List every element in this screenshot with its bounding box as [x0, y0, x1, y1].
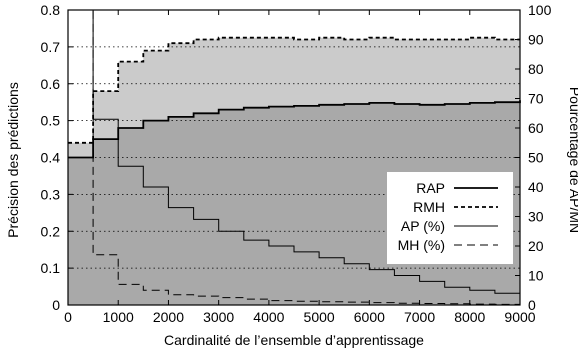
x-tick-label: 0 — [64, 309, 72, 325]
y-right-tick-label: 60 — [528, 120, 544, 136]
grid-lines — [68, 46, 520, 269]
y-right-tick-label: 100 — [528, 2, 552, 18]
y-left-axis-title: Précision des prédictions — [5, 82, 21, 238]
y-right-tick-label: 50 — [528, 150, 544, 166]
legend-label-rap: RAP — [416, 180, 445, 196]
y-right-axis-title: Pourcentage de AP/MN — [567, 87, 578, 233]
y-right-tick-label: 70 — [528, 91, 544, 107]
x-axis-title: Cardinalité de l’ensemble d’apprentissag… — [164, 332, 424, 348]
series-line-rap — [68, 100, 521, 159]
y-right-tick-label: 0 — [528, 297, 536, 313]
y-left-tick-label: 0.4 — [41, 150, 61, 166]
series-line-ap — [68, 9, 521, 295]
x-tick-label: 1000 — [103, 309, 134, 325]
y-right-tick-label: 20 — [528, 238, 544, 254]
y-left-tick-label: 0.8 — [41, 2, 61, 18]
y-left-tick-label: 0.7 — [41, 39, 61, 55]
y-left-tick-label: 0 — [52, 297, 60, 313]
x-tick-label: 7000 — [404, 309, 435, 325]
y-right-tick-label: 30 — [528, 209, 544, 225]
x-tick-labels: 0 1000 2000 3000 4000 5000 6000 7000 8000 9000 — [64, 309, 536, 325]
series-line-rmh — [68, 36, 520, 144]
x-tick-label: 4000 — [253, 309, 284, 325]
x-tick-label: 5000 — [304, 309, 335, 325]
x-tick-label: 6000 — [354, 309, 385, 325]
y-right-tick-labels: 0 10 20 30 40 50 60 70 80 90 100 — [528, 2, 552, 313]
y-left-tick-label: 0.2 — [41, 223, 61, 239]
y-right-tick-label: 80 — [528, 61, 544, 77]
y-left-tick-label: 0.6 — [41, 76, 61, 92]
y-left-tick-label: 0.1 — [41, 260, 61, 276]
legend-label-ap: AP (%) — [401, 218, 445, 234]
legend-label-rmh: RMH — [413, 199, 445, 215]
y-left-tick-label: 0.3 — [41, 186, 61, 202]
y-left-tick-label: 0.5 — [41, 113, 61, 129]
legend-label-mh: MH (%) — [398, 237, 445, 253]
legend: RAP RMH AP (%) MH (%) — [387, 172, 513, 264]
x-tick-label: 2000 — [153, 309, 184, 325]
series-lines — [68, 9, 521, 305]
x-tick-label: 8000 — [454, 309, 485, 325]
tick-marks — [67, 9, 521, 306]
y-left-tick-labels: 0 0.1 0.2 0.3 0.4 0.5 0.6 0.7 0.8 — [41, 2, 61, 313]
y-right-tick-label: 90 — [528, 32, 544, 48]
x-tick-label: 9000 — [504, 309, 535, 325]
x-tick-label: 3000 — [203, 309, 234, 325]
y-right-tick-label: 40 — [528, 179, 544, 195]
area-fills — [68, 37, 520, 305]
series-line-mh — [68, 9, 520, 305]
y-right-tick-label: 10 — [528, 268, 544, 284]
